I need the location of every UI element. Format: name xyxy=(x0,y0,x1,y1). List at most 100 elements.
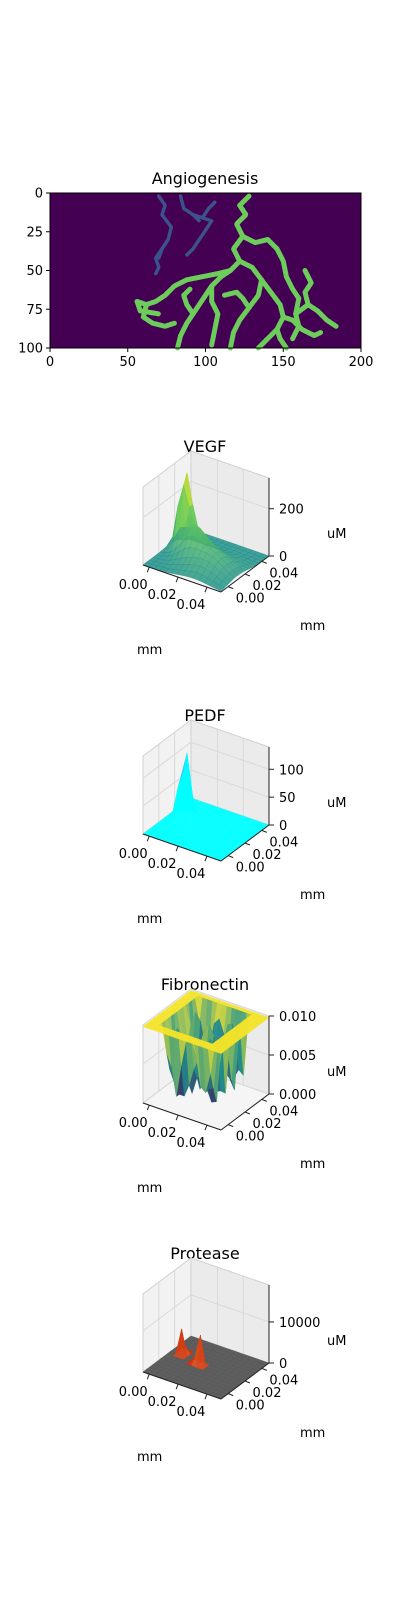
y-tick-mark xyxy=(244,842,251,846)
surface-cell xyxy=(215,1049,225,1054)
fibronectin-title: Fibronectin xyxy=(161,975,249,994)
angiogenesis-x-ticks: 0 50 100 150 200 xyxy=(46,348,374,370)
z-axis-label: uM xyxy=(327,796,346,811)
y-tick-mark xyxy=(244,1111,251,1115)
vessel-path-13 xyxy=(274,326,289,351)
x-tick-label: 0.00 xyxy=(119,578,148,593)
y-tick-mark xyxy=(261,560,267,564)
x-tick-label: 0.02 xyxy=(148,1126,177,1141)
x-tick-label: 150 xyxy=(271,355,296,370)
x-axis-label: mm xyxy=(137,1181,162,1196)
x-tick-mark xyxy=(146,1373,150,1380)
vegf-title: VEGF xyxy=(184,437,227,456)
z-tick-label: 0.005 xyxy=(279,1049,316,1064)
vessel-path-9 xyxy=(302,268,314,308)
x-tick-mark xyxy=(146,835,150,842)
z-tick-label: 0 xyxy=(279,1357,287,1372)
x-tick-mark xyxy=(204,1124,208,1131)
y-axis-label: mm xyxy=(300,619,325,634)
x-axis-label: mm xyxy=(137,643,162,658)
surface-mesh xyxy=(142,472,270,592)
x-tick-mark xyxy=(175,845,179,852)
x-tick-mark xyxy=(175,576,179,583)
vessel-path-11 xyxy=(181,286,196,317)
x-tick-label: 0 xyxy=(46,355,54,370)
z-tick-label: 0 xyxy=(279,550,287,565)
z-tick-label: 10000 xyxy=(279,1316,320,1331)
fibronectin-panel: Fibronectin 0.000.020.04 0.000.020.040.00… xyxy=(119,975,347,1196)
z-tick-label: 0 xyxy=(279,819,287,834)
y-axis-label: mm xyxy=(300,1157,325,1172)
x-tick-label: 0.02 xyxy=(148,857,177,872)
y-axis-label: mm xyxy=(300,1426,325,1441)
angiogenesis-vessels xyxy=(134,193,339,351)
sprout-path-4 xyxy=(200,200,217,220)
angiogenesis-title: Angiogenesis xyxy=(152,169,259,188)
z-tick-label: 50 xyxy=(279,791,296,806)
x-tick-mark xyxy=(175,1114,179,1121)
x-tick-label: 0.04 xyxy=(176,1405,205,1420)
grid-line xyxy=(142,741,270,779)
y-tick-label: 0.00 xyxy=(236,1399,265,1414)
y-tick-mark xyxy=(228,1393,234,1397)
vessel-path-3 xyxy=(134,299,162,317)
y-tick-label: 0.00 xyxy=(236,592,265,607)
y-tick-label: 0 xyxy=(35,187,43,202)
angiogenesis-y-ticks: 0 25 50 75 100 xyxy=(18,187,50,357)
angiogenesis-panel: Angiogenesis 0 50 100 150 200 0 25 50 75 100 xyxy=(18,169,373,370)
y-tick-label: 0.04 xyxy=(269,1104,298,1119)
y-tick-label: 0.00 xyxy=(236,1130,265,1145)
pedf-panel: PEDF 0.000.020.04 0.000.020.04050100uMmmm… xyxy=(119,706,347,927)
surface-mesh xyxy=(142,990,270,1103)
y-tick-label: 25 xyxy=(26,225,43,240)
y-tick-mark xyxy=(228,586,234,590)
x-axis-line xyxy=(142,1102,222,1131)
y-tick-label: 0.02 xyxy=(253,1117,282,1132)
y-tick-mark xyxy=(261,829,267,833)
surface-mesh xyxy=(142,753,270,862)
y-tick-label: 0.04 xyxy=(269,566,298,581)
y-tick-label: 0.02 xyxy=(253,848,282,863)
y-tick-label: 75 xyxy=(26,303,43,318)
x-axis-label: mm xyxy=(137,1450,162,1465)
z-axis-label: uM xyxy=(327,1065,346,1080)
sprout-path-3 xyxy=(153,247,164,276)
z-axis-label: uM xyxy=(327,1334,346,1349)
pedf-title: PEDF xyxy=(184,706,225,725)
x-tick-label: 0.04 xyxy=(176,598,205,613)
z-tick-label: 0.000 xyxy=(279,1088,316,1103)
x-tick-label: 0.02 xyxy=(148,1395,177,1410)
vessel-path-10 xyxy=(280,314,324,339)
x-axis-line xyxy=(142,564,222,593)
y-tick-label: 0.04 xyxy=(269,1373,298,1388)
x-tick-label: 200 xyxy=(349,355,374,370)
y-tick-label: 50 xyxy=(26,264,43,279)
x-tick-label: 0.00 xyxy=(119,1385,148,1400)
y-axis-label: mm xyxy=(300,888,325,903)
x-tick-label: 50 xyxy=(119,355,136,370)
vessel-path-5 xyxy=(240,233,302,342)
x-tick-mark xyxy=(204,1393,208,1400)
y-tick-label: 0.02 xyxy=(253,579,282,594)
x-tick-label: 0.04 xyxy=(176,1136,205,1151)
fibronectin-surface-plot: 0.000.020.04 0.000.020.040.0000.0050.010u… xyxy=(119,988,346,1196)
protease-title: Protease xyxy=(170,1244,239,1263)
x-axis-label: mm xyxy=(137,912,162,927)
y-tick-mark xyxy=(244,573,251,577)
vessel-path-1 xyxy=(134,268,233,308)
x-tick-mark xyxy=(204,855,208,862)
surface-cell xyxy=(215,584,225,592)
vessel-path-6 xyxy=(227,258,264,351)
x-tick-label: 100 xyxy=(193,355,218,370)
y-tick-label: 100 xyxy=(18,342,43,357)
grid-line xyxy=(142,481,270,519)
x-tick-label: 0.02 xyxy=(148,588,177,603)
x-axis-line xyxy=(142,833,222,862)
x-tick-label: 0.00 xyxy=(119,1116,148,1131)
